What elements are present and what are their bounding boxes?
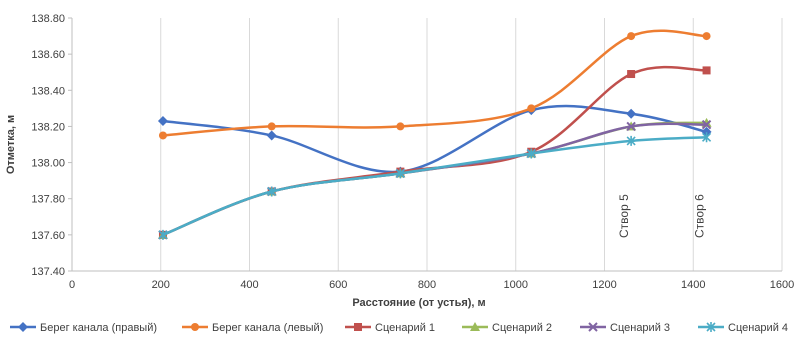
data-point <box>626 108 637 119</box>
x-tick-label: 1600 <box>770 279 794 291</box>
chart-annotations: Створ 5 Створ 6 <box>617 194 706 238</box>
data-point <box>702 66 711 75</box>
data-point <box>627 70 636 79</box>
chart-axes <box>68 17 782 272</box>
data-point <box>158 229 168 240</box>
data-point <box>267 122 276 131</box>
data-point <box>158 131 167 140</box>
y-tick-label: 138.60 <box>31 49 65 61</box>
y-tick-label: 137.40 <box>31 266 65 278</box>
annotation-label: Створ 6 <box>693 194 707 238</box>
series-line <box>162 104 707 174</box>
data-point <box>526 148 536 159</box>
series-2 <box>158 29 711 140</box>
x-axis-title: Расстояние (от устья), м <box>352 297 485 309</box>
x-tick-label: 0 <box>69 279 75 291</box>
data-point <box>266 130 277 141</box>
x-tick-label: 1000 <box>504 279 528 291</box>
data-point <box>395 168 405 179</box>
x-tick-label: 400 <box>240 279 258 291</box>
legend-swatch-marker <box>588 322 598 332</box>
legend-item: Сценарий 2 <box>462 322 552 334</box>
legend-label: Берег канала (правый) <box>40 322 157 334</box>
series-line <box>162 29 707 137</box>
x-tick-label: 800 <box>418 279 436 291</box>
y-tick-label: 137.80 <box>31 194 65 206</box>
data-point <box>701 119 712 130</box>
legend-label: Сценарий 3 <box>610 322 670 334</box>
data-point <box>267 186 277 197</box>
data-point <box>527 104 536 113</box>
legend-item: Сценарий 1 <box>345 322 435 334</box>
x-tick-label: 600 <box>329 279 347 291</box>
y-tick-label: 138.80 <box>31 13 65 25</box>
annotation-label: Створ 5 <box>617 194 631 238</box>
x-tick-label: 1400 <box>681 279 705 291</box>
x-tick-label: 1200 <box>592 279 616 291</box>
legend-label: Сценарий 2 <box>492 322 552 334</box>
data-point <box>702 32 711 41</box>
legend-swatch-marker <box>470 322 480 331</box>
chart-legend: Берег канала (правый) Берег канала (левый… <box>10 322 788 334</box>
legend-swatch-marker <box>706 322 716 332</box>
y-tick-label: 138.00 <box>31 158 65 170</box>
data-point <box>701 132 712 143</box>
legend-swatch-marker <box>354 323 362 331</box>
legend-label: Сценарий 1 <box>375 322 435 334</box>
legend-label: Сценарий 4 <box>728 322 788 334</box>
data-point <box>626 135 636 146</box>
legend-label: Берег канала (левый) <box>212 322 323 334</box>
legend-swatch-marker <box>18 322 28 332</box>
data-point <box>157 116 168 127</box>
legend-swatch-marker <box>191 323 199 331</box>
x-tick-label: 200 <box>152 279 170 291</box>
legend-item: Сценарий 4 <box>698 322 788 334</box>
chart-grid <box>160 18 783 271</box>
y-tick-label: 137.60 <box>31 230 65 242</box>
legend-item: Берег канала (левый) <box>182 322 323 334</box>
y-axis-title: Отметка, м <box>5 115 17 174</box>
data-point <box>396 122 405 131</box>
legend-item: Берег канала (правый) <box>10 322 157 334</box>
y-tick-label: 138.40 <box>31 85 65 97</box>
legend-item: Сценарий 3 <box>580 322 670 334</box>
series-6 <box>158 132 712 240</box>
chart-tick-labels: 0 200 400 600 800 1000 1200 1400 1600 137.40 137.6… <box>31 13 794 291</box>
data-point <box>626 121 636 132</box>
chart-series <box>157 29 712 240</box>
data-point <box>627 32 636 41</box>
y-tick-label: 138.20 <box>31 121 65 133</box>
